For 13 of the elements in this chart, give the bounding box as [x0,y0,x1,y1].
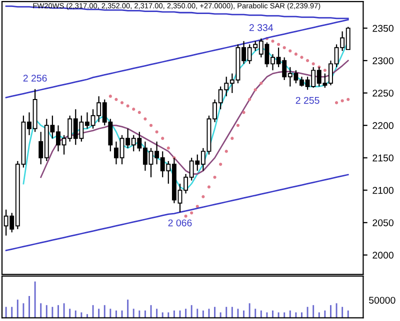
y-tick-label: 2200 [372,122,394,130]
y-tick-label: 2250 [372,90,394,97]
y-tick-label: 2000 [372,252,394,259]
y-tick-label: 2300 [372,57,394,64]
annotation: 2 066 [168,219,192,226]
y-tick-label: 2150 [372,154,394,162]
annotation: 2 255 [296,96,320,104]
y-tick-label: 2350 [372,24,394,32]
annotation: 2 334 [249,24,274,32]
annotation: 2 256 [23,74,47,82]
y-tick-label: 2050 [372,219,394,226]
text: 50000 [369,296,396,304]
y-tick-label: 2100 [372,186,394,194]
